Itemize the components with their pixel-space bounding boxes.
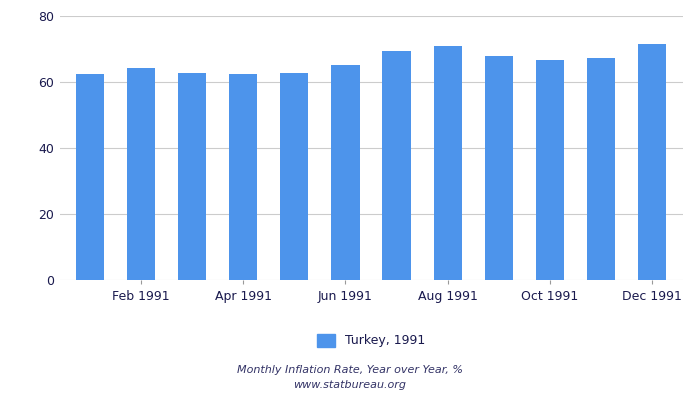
Bar bbox=[484, 56, 512, 280]
Bar bbox=[536, 60, 564, 280]
Bar bbox=[638, 44, 666, 280]
Bar bbox=[331, 64, 360, 280]
Bar bbox=[230, 74, 258, 280]
Legend: Turkey, 1991: Turkey, 1991 bbox=[316, 334, 426, 347]
Bar bbox=[433, 46, 461, 280]
Bar bbox=[76, 74, 104, 280]
Bar bbox=[178, 73, 206, 280]
Bar bbox=[587, 58, 615, 280]
Bar bbox=[127, 68, 155, 280]
Text: www.statbureau.org: www.statbureau.org bbox=[293, 380, 407, 390]
Bar bbox=[382, 51, 411, 280]
Bar bbox=[281, 73, 309, 280]
Text: Monthly Inflation Rate, Year over Year, %: Monthly Inflation Rate, Year over Year, … bbox=[237, 365, 463, 375]
